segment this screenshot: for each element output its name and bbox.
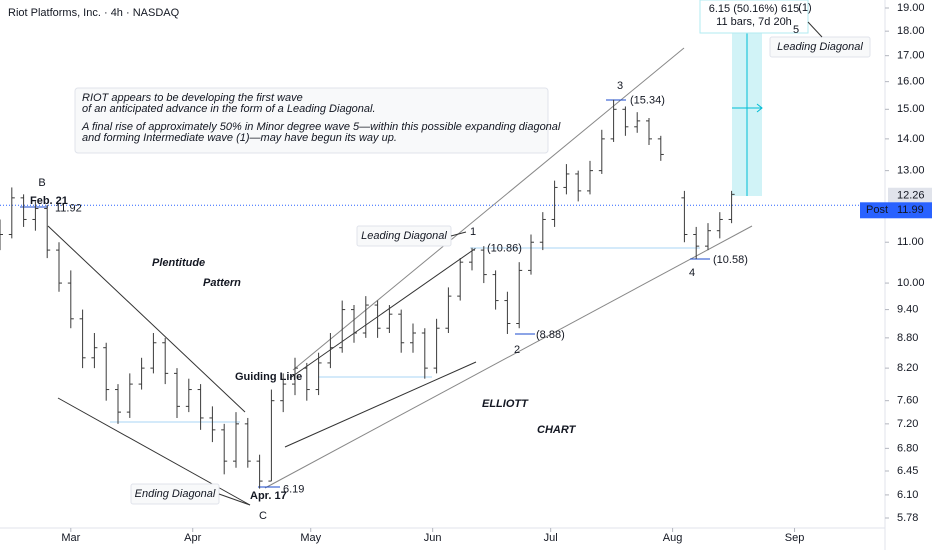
measure-box <box>699 0 809 34</box>
note-line: RIOT appears to be developing the first … <box>82 92 303 104</box>
header-title: Riot Platforms, Inc. · 4h · NASDAQ <box>8 7 180 19</box>
date-label: Apr. 17 <box>250 490 287 502</box>
y-tick-label: 18.00 <box>897 25 925 37</box>
y-tick-label: 16.00 <box>897 76 925 88</box>
x-tick-label: Jul <box>544 532 558 544</box>
y-tick-label: 6.80 <box>897 442 918 454</box>
note-box <box>74 87 549 154</box>
post-price-label: 11.99 <box>897 204 924 216</box>
label-box <box>769 36 871 58</box>
y-tick-label: 9.40 <box>897 303 918 315</box>
pattern-label: Leading Diagonal <box>777 41 863 53</box>
x-tick-label: Jun <box>424 532 442 544</box>
y-tick-label: 6.10 <box>897 489 918 501</box>
measure-label: 6.15 (50.16%) 615 <box>709 3 800 15</box>
trend-line <box>264 225 753 489</box>
price-label: 6.19 <box>283 484 304 496</box>
note-line: A final rise of approximately 50% in Min… <box>81 121 561 133</box>
wave-label: B <box>38 177 45 189</box>
y-tick-label: 7.60 <box>897 395 918 407</box>
y-tick-label: 17.00 <box>897 50 925 62</box>
x-tick-label: May <box>300 532 321 544</box>
watermark: CHART <box>537 424 577 436</box>
x-tick-label: Apr <box>184 532 201 544</box>
watermark: Pattern <box>203 277 241 289</box>
measure-arrowhead <box>756 103 763 113</box>
price-label: 11.92 <box>55 203 82 215</box>
y-tick-label: 10.00 <box>897 277 925 289</box>
wave-label: C <box>259 510 267 522</box>
post-tag <box>860 202 888 219</box>
x-tick-label: Mar <box>61 532 80 544</box>
post-label: Post <box>866 204 888 216</box>
post-price-tag <box>888 202 932 219</box>
y-tick-label: 7.20 <box>897 418 918 430</box>
wave-label: 4 <box>689 267 695 279</box>
y-tick-label: 13.00 <box>897 165 925 177</box>
wave-label: 1 <box>470 226 476 238</box>
y-tick-label: 8.20 <box>897 362 918 374</box>
date-label: Feb. 21 <box>30 195 68 207</box>
price-label: (15.34) <box>630 95 665 107</box>
measure-label: 11 bars, 7d 20h <box>716 16 792 28</box>
x-tick-label: Aug <box>663 532 683 544</box>
watermark: Guiding Line <box>235 371 302 383</box>
trend-line <box>47 225 246 413</box>
watermark: ELLIOTT <box>482 398 529 410</box>
y-tick-label: 8.80 <box>897 332 918 344</box>
y-tick-label: 14.00 <box>897 133 925 145</box>
trend-line <box>284 361 477 448</box>
note-line: of an anticipated advance in the form of… <box>82 103 376 115</box>
wave-label: 2 <box>514 344 520 356</box>
drawings: Riot Platforms, Inc. · 4h · NASDAQ <box>8 0 871 506</box>
note-line: and forming Intermediate wave (1)—may ha… <box>82 132 397 144</box>
pattern-label: Ending Diagonal <box>135 488 216 500</box>
label-arrow <box>218 493 251 506</box>
trend-line <box>289 247 477 379</box>
y-tick-label: 15.00 <box>897 103 925 115</box>
label-arrow <box>450 231 467 237</box>
y-tick-label: 6.45 <box>897 465 918 477</box>
x-tick-label: Sep <box>785 532 805 544</box>
trend-line <box>292 47 685 371</box>
watermark: Plentitude <box>152 257 205 269</box>
price-label: (10.58) <box>713 254 748 266</box>
wave-label: (1) <box>798 2 811 14</box>
label-arrow <box>807 21 823 38</box>
wave-label: 3 <box>617 80 623 92</box>
y-tick-label: 11.00 <box>897 236 924 248</box>
y-tick-label: 5.78 <box>897 512 918 524</box>
wave-label: 5 <box>793 24 799 36</box>
last-price-label: 12.26 <box>897 190 925 202</box>
price-label: (10.86) <box>487 243 522 255</box>
price-label: (8.88) <box>536 329 565 341</box>
last-price-tag <box>888 187 932 204</box>
y-tick-label: 19.00 <box>897 2 925 14</box>
pattern-label: Leading Diagonal <box>361 230 447 242</box>
